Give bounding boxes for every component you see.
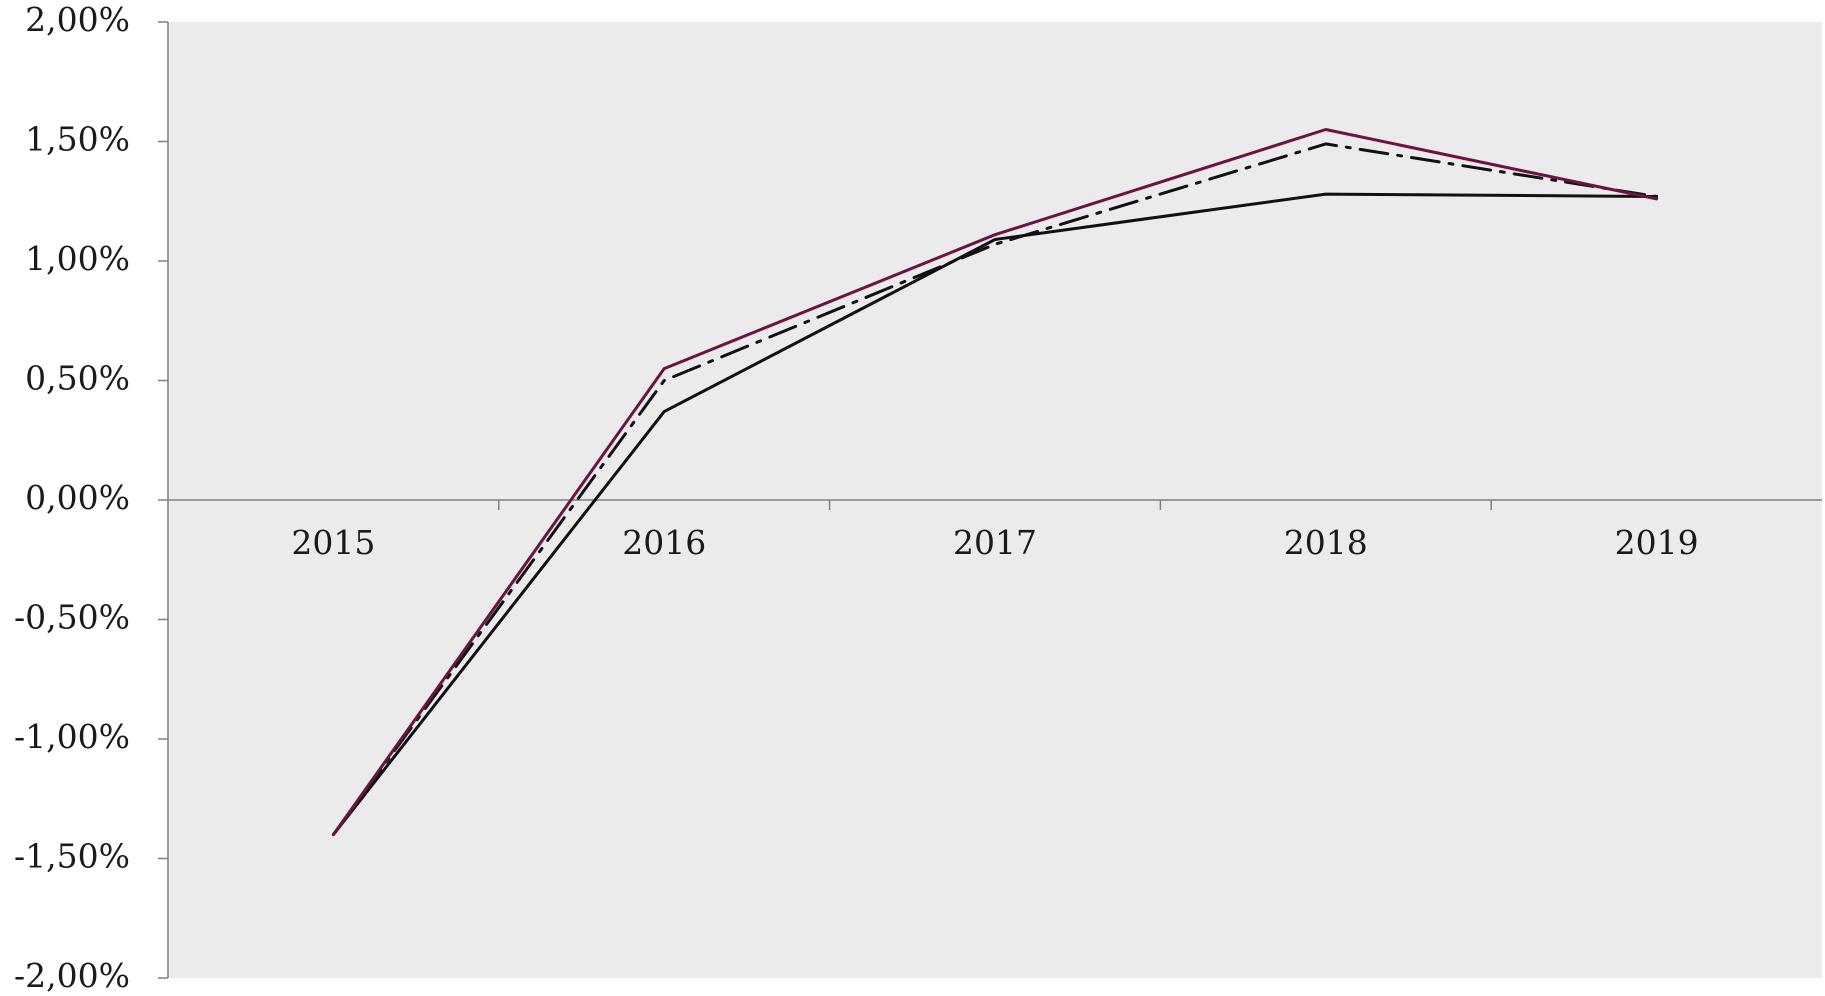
y-tick-label: -0,50% xyxy=(14,598,130,637)
y-tick-label: 2,00% xyxy=(25,0,130,39)
x-tick-label: 2019 xyxy=(1615,523,1699,562)
y-tick-label: 1,50% xyxy=(25,120,130,159)
y-tick-label: -1,50% xyxy=(14,837,130,876)
y-tick-label: 1,00% xyxy=(25,239,130,278)
y-tick-label: 0,50% xyxy=(25,359,130,398)
series-line-1 xyxy=(331,192,1659,837)
x-tick-label: 2018 xyxy=(1284,523,1368,562)
y-tick-label: -2,00% xyxy=(14,956,130,995)
series-layer xyxy=(331,128,1659,837)
y-axis-ticks: 2,00% 1,50% 1,00% 0,50% 0,00% -0,50% -1,00% -1,… xyxy=(14,0,168,995)
y-tick-label: -1,00% xyxy=(14,717,130,756)
series-line-3 xyxy=(331,128,1659,837)
x-tick-label: 2015 xyxy=(291,523,375,562)
x-axis-ticks: 2015 2016 2017 2018 2019 xyxy=(291,500,1699,562)
series-line-2 xyxy=(331,142,1659,837)
x-tick-label: 2016 xyxy=(622,523,706,562)
x-tick-label: 2017 xyxy=(953,523,1037,562)
y-tick-label: 0,00% xyxy=(25,478,130,517)
